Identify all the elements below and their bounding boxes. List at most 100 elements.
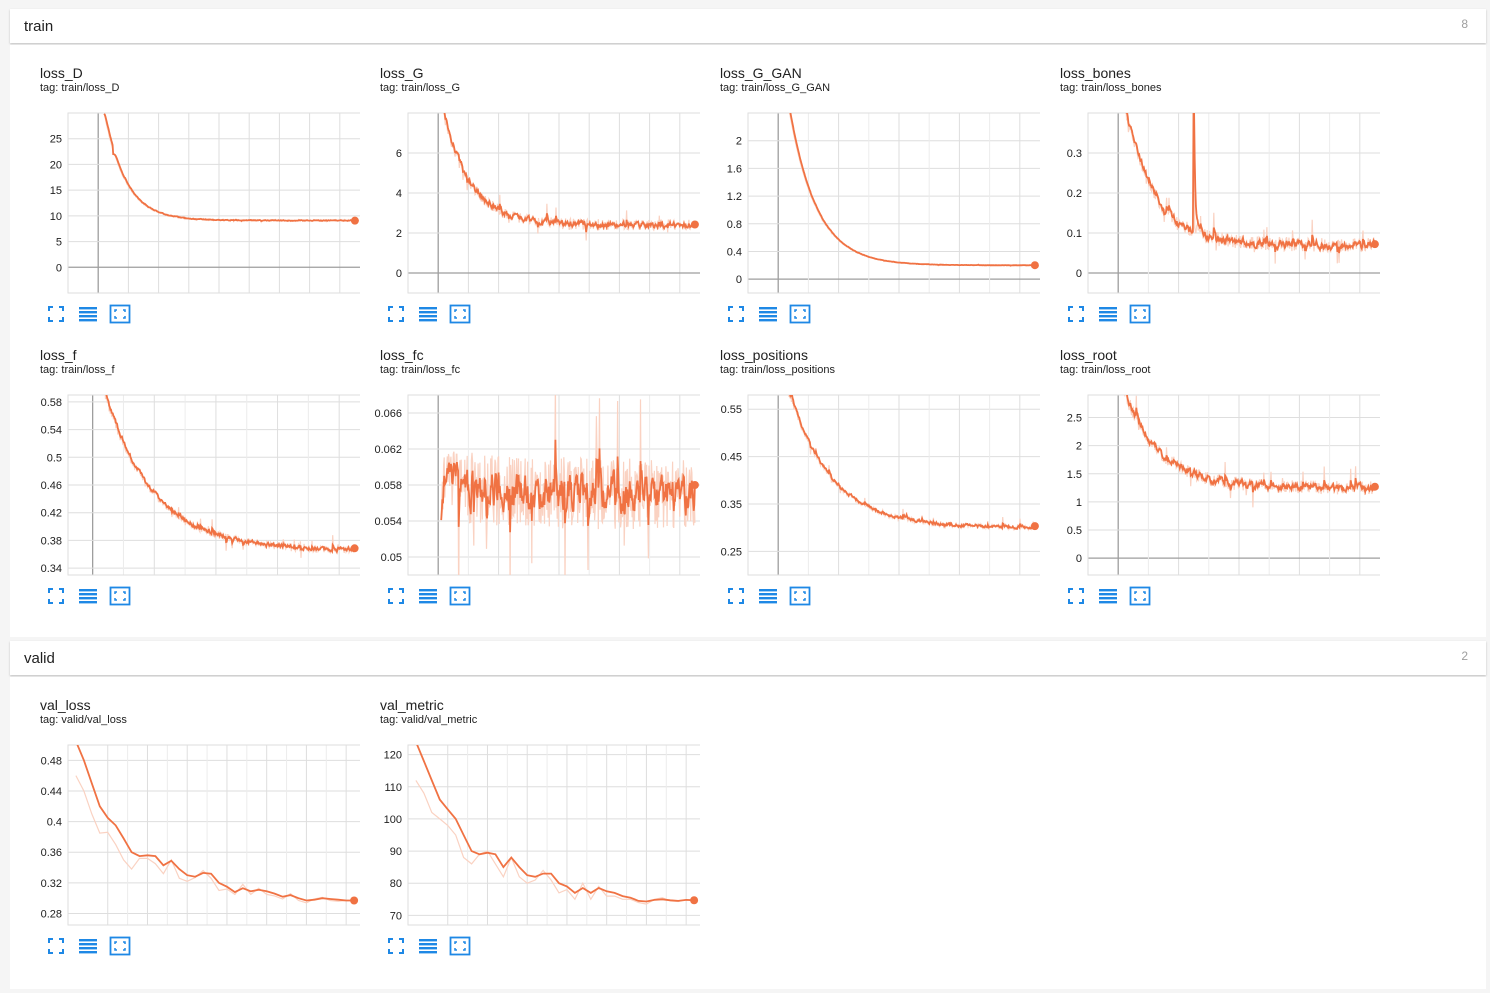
fullscreen-icon [728, 588, 744, 604]
y-tick-label: 0.48 [41, 755, 62, 767]
chart-plot[interactable]: 05k10k15k20k25k30k35k40k0510152025 [20, 53, 360, 301]
data-table-button[interactable] [416, 585, 440, 607]
fit-domain-icon [1129, 304, 1151, 324]
chart-title: loss_G_GAN [720, 65, 802, 81]
y-tick-label: 0 [736, 274, 742, 286]
fit-domain-button[interactable] [448, 935, 472, 957]
y-tick-label: 0.25 [721, 546, 742, 558]
data-table-button[interactable] [76, 303, 100, 325]
fullscreen-button[interactable] [1064, 585, 1088, 607]
y-tick-label: 0.058 [374, 480, 402, 492]
data-table-button[interactable] [756, 303, 780, 325]
chart-plot[interactable]: 5101520253035708090100110120 [360, 685, 700, 933]
data-table-icon [79, 589, 97, 604]
plot-frame [407, 744, 700, 926]
raw-series-line [443, 113, 696, 241]
fullscreen-button[interactable] [724, 585, 748, 607]
chart-plot[interactable]: 51015202530350.280.320.360.40.440.48 [20, 685, 360, 933]
data-table-button[interactable] [1096, 585, 1120, 607]
y-tick-label: 0.8 [727, 219, 742, 231]
chart-plot[interactable]: 010k20k30k40k00.10.20.3 [1040, 53, 1380, 301]
section-header-train[interactable]: train 8 [10, 9, 1486, 43]
data-table-icon [1099, 589, 1117, 604]
chart-plot[interactable]: 010k20k30k40k00.40.81.21.62 [700, 53, 1040, 301]
y-tick-label: 110 [384, 782, 402, 794]
fullscreen-button[interactable] [384, 935, 408, 957]
y-tick-label: 2 [736, 136, 742, 148]
chart-plot[interactable]: 05k10k15k20k25k30k35k40k0246 [360, 53, 700, 301]
smoothed-series-line[interactable] [1124, 108, 1376, 254]
y-tick-label: 15 [50, 185, 62, 197]
smoothed-series-line[interactable] [99, 378, 355, 555]
y-tick-label: 0.5 [47, 452, 62, 464]
last-point-marker [350, 544, 359, 553]
chart-plot[interactable]: 010k20k30k40k0.340.380.420.460.50.540.58 [20, 335, 360, 583]
chart-plot[interactable]: 010k20k30k40k0.250.350.450.55 [700, 335, 1040, 583]
smoothed-series-line[interactable] [787, 99, 1036, 267]
last-point-marker [350, 216, 359, 225]
fullscreen-button[interactable] [1064, 303, 1088, 325]
chart-title: val_metric [380, 697, 444, 713]
data-table-icon [79, 307, 97, 322]
chart-tag: tag: train/loss_D [40, 82, 120, 94]
smoothed-series-line[interactable] [784, 379, 1036, 531]
y-tick-label: 1.6 [727, 163, 742, 175]
y-tick-label: 20 [50, 159, 62, 171]
fullscreen-button[interactable] [384, 585, 408, 607]
fullscreen-button[interactable] [384, 303, 408, 325]
fit-domain-button[interactable] [1128, 585, 1152, 607]
data-table-button[interactable] [416, 303, 440, 325]
y-tick-label: 1 [1076, 497, 1082, 509]
y-tick-label: 2 [396, 228, 402, 240]
fullscreen-icon [388, 306, 404, 322]
y-tick-label: 4 [396, 188, 402, 200]
data-table-button[interactable] [1096, 303, 1120, 325]
fullscreen-button[interactable] [44, 303, 68, 325]
y-tick-label: 0.5 [1067, 525, 1082, 537]
y-tick-label: 0.35 [721, 499, 742, 511]
fit-domain-button[interactable] [108, 303, 132, 325]
fullscreen-button[interactable] [724, 303, 748, 325]
chart-tag: tag: train/loss_f [40, 364, 115, 376]
smoothed-series-line[interactable] [103, 113, 356, 222]
fit-domain-button[interactable] [788, 585, 812, 607]
y-tick-label: 0.05 [381, 552, 402, 564]
data-table-button[interactable] [76, 935, 100, 957]
smoothed-series-line[interactable] [416, 742, 695, 903]
fullscreen-button[interactable] [44, 585, 68, 607]
fit-domain-button[interactable] [448, 585, 472, 607]
smoothed-series-line[interactable] [441, 107, 696, 233]
last-point-marker [690, 220, 699, 229]
fit-domain-button[interactable] [1128, 303, 1152, 325]
smoothed-series-line[interactable] [1121, 387, 1376, 496]
fit-domain-button[interactable] [448, 303, 472, 325]
fit-domain-button[interactable] [788, 303, 812, 325]
chart-plot[interactable]: 010k20k30k40k00.511.522.5 [1040, 335, 1380, 583]
chart-title: loss_positions [720, 347, 808, 363]
fit-domain-icon [1129, 586, 1151, 606]
y-tick-label: 6 [396, 148, 402, 160]
fit-domain-button[interactable] [108, 935, 132, 957]
plot-frame [747, 394, 1040, 576]
smoothed-series-line[interactable] [440, 439, 696, 533]
section-header-valid[interactable]: valid 2 [10, 641, 1486, 675]
data-table-button[interactable] [416, 935, 440, 957]
fullscreen-button[interactable] [44, 935, 68, 957]
fit-domain-button[interactable] [108, 585, 132, 607]
plot-frame [1087, 394, 1380, 576]
smoothed-series-line[interactable] [76, 741, 355, 902]
y-tick-label: 0 [1076, 553, 1082, 565]
data-table-button[interactable] [76, 585, 100, 607]
last-point-marker [1370, 240, 1379, 249]
raw-series-line [75, 775, 355, 904]
fullscreen-icon [1068, 306, 1084, 322]
data-table-button[interactable] [756, 585, 780, 607]
